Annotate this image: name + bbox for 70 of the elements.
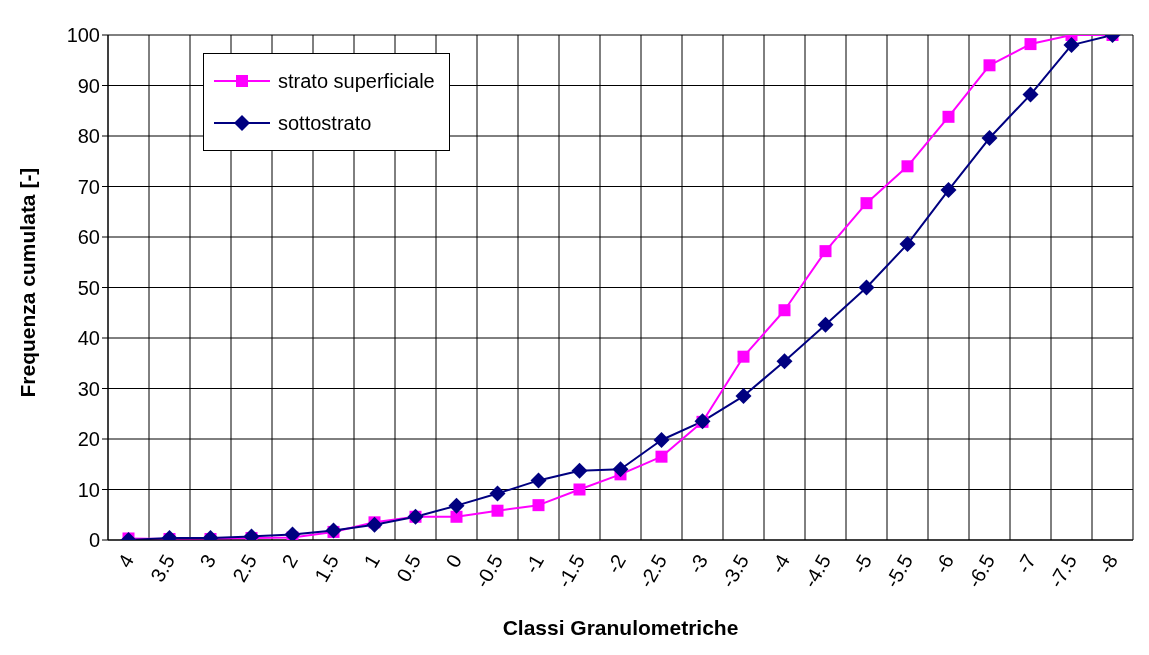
- point: [489, 485, 506, 502]
- point: [1022, 86, 1039, 103]
- x-tick-label: -6.5: [962, 550, 1000, 592]
- point: [655, 450, 668, 463]
- x-tick-label: -4: [766, 550, 795, 577]
- point: [817, 316, 834, 333]
- x-tick-label: 1: [359, 550, 385, 572]
- y-tick-label: 50: [77, 276, 100, 299]
- x-tick-label: -3: [684, 550, 713, 577]
- point: [284, 526, 301, 540]
- point: [983, 59, 996, 72]
- y-tick-label: 100: [66, 24, 100, 47]
- point: [860, 197, 873, 210]
- x-tick-label: -0.5: [470, 550, 508, 592]
- x-axis-title: Classi Granulometriche: [502, 616, 739, 639]
- point: [573, 483, 586, 496]
- point: [571, 462, 588, 479]
- point: [1024, 38, 1037, 51]
- y-tick-label: 80: [77, 125, 100, 148]
- point: [1063, 37, 1080, 54]
- y-tick-label: 70: [77, 175, 100, 198]
- point: [901, 160, 914, 173]
- point: [819, 245, 832, 258]
- point: [612, 461, 629, 478]
- x-tick-label: -1.5: [552, 550, 590, 592]
- x-tick-label: -8: [1094, 550, 1123, 577]
- y-tick-label: 0: [88, 529, 100, 552]
- x-tick-label: -7: [1012, 550, 1041, 577]
- point: [448, 497, 465, 514]
- point: [778, 304, 791, 317]
- y-tick-label: 60: [77, 226, 100, 249]
- point: [530, 472, 547, 489]
- x-tick-label: -2.5: [634, 550, 672, 592]
- x-tick-label: 3.5: [146, 550, 180, 586]
- x-tick-label: -4.5: [798, 550, 836, 592]
- x-tick-label: 1.5: [310, 550, 344, 586]
- y-tick-label: 20: [77, 428, 100, 451]
- x-tick-label: 2: [277, 550, 303, 572]
- point: [735, 388, 752, 405]
- point: [940, 182, 957, 199]
- legend-label: strato superficiale: [278, 69, 435, 93]
- x-tick-label: -5: [848, 550, 877, 577]
- x-tick-label: 0.5: [392, 550, 426, 586]
- x-tick-label: -2: [602, 550, 631, 577]
- point: [981, 130, 998, 147]
- point: [899, 236, 916, 253]
- x-tick-label: 4: [113, 550, 139, 572]
- point: [737, 350, 750, 363]
- y-tick-label: 30: [77, 377, 100, 400]
- x-tick-label: 0: [441, 550, 467, 572]
- point: [858, 279, 875, 296]
- point: [366, 516, 383, 533]
- point: [942, 110, 955, 123]
- x-tick-label: -1: [520, 550, 549, 577]
- y-tick-label: 10: [77, 478, 100, 501]
- point: [491, 504, 504, 517]
- point: [532, 499, 545, 512]
- point: [653, 432, 670, 449]
- point: [776, 353, 793, 370]
- x-tick-label: -6: [930, 550, 959, 577]
- x-tick-label: -3.5: [716, 550, 754, 592]
- x-tick-label: -5.5: [880, 550, 918, 592]
- y-tick-label: 90: [77, 74, 100, 97]
- y-tick-label: 40: [77, 327, 100, 350]
- x-tick-label: -7.5: [1044, 550, 1082, 592]
- legend-label: sottostrato: [278, 111, 372, 135]
- point: [450, 510, 463, 523]
- y-axis-title: Frequenza cumulata [-]: [16, 167, 40, 398]
- x-tick-label: 2.5: [228, 550, 262, 586]
- x-tick-label: 3: [195, 550, 221, 572]
